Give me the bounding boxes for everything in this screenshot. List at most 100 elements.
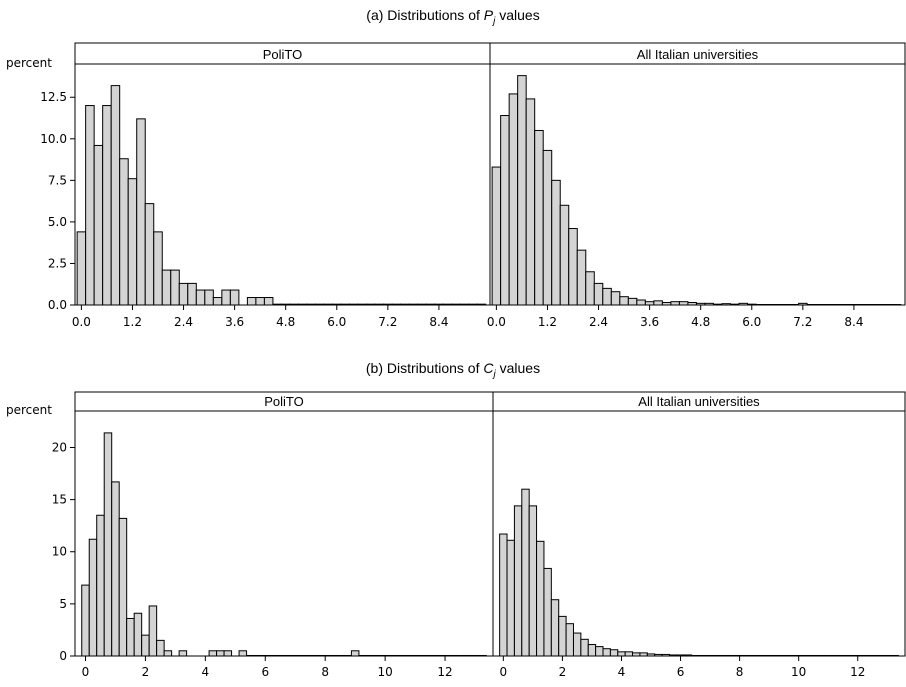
x-tick-label: 3.6 [640, 315, 659, 329]
x-tick-label: 8.4 [429, 315, 448, 329]
y-axis-label: percent [6, 56, 52, 70]
histogram-bar [609, 649, 619, 657]
panel-polito: PoliTO 0.0 1.2 2.4 3.6 4.8 6.0 7.2 8.4 [72, 42, 491, 329]
y-tick-label: 12.5 [40, 90, 67, 104]
histogram-bar [500, 115, 510, 306]
histogram-bar [255, 297, 265, 306]
panel-frame [489, 63, 906, 306]
histogram-bar [156, 639, 165, 657]
x-tick-label: 0.0 [72, 315, 91, 329]
y-tick-label: 15 [52, 493, 67, 507]
histogram-bar [221, 289, 231, 306]
histogram-bar [178, 282, 189, 306]
x-tick-label: 10 [791, 665, 806, 679]
histogram-bar [624, 651, 634, 657]
x-tick-label: 0 [500, 665, 508, 679]
strip-label: PoliTO [264, 394, 304, 409]
histogram-bar [170, 269, 180, 306]
y-tick-label: 10.0 [40, 132, 67, 146]
histogram-bar [506, 539, 515, 657]
histogram-bar [587, 644, 597, 657]
histogram-bar [602, 287, 612, 306]
histogram-bar [246, 297, 257, 306]
histogram-bar [88, 538, 98, 657]
strip-label: All Italian universities [638, 394, 760, 409]
y-tick-label: 10 [52, 545, 67, 559]
x-tick-label: 2 [142, 665, 150, 679]
histogram-bar [543, 567, 552, 657]
x-tick-label: 4 [618, 665, 626, 679]
histogram-bar [350, 650, 360, 657]
x-tick-label: 8 [321, 665, 329, 679]
histogram-bar [559, 204, 570, 306]
strip-label: All Italian universities [637, 47, 759, 62]
histogram-bar [617, 651, 626, 657]
chart-title-variable: P [484, 7, 494, 23]
histogram-bar [558, 615, 567, 657]
x-tick-label: 12 [850, 665, 865, 679]
chart-a: (a) Distributions of Pj values percent 0.0… [6, 7, 906, 329]
histogram-bar [491, 166, 502, 306]
histogram-bar [542, 149, 553, 306]
panel-polito: PoliTO 0 2 4 6 8 10 12 [74, 391, 494, 679]
chart-title-prefix: (a) Distributions of [366, 7, 483, 23]
x-tick-label: 7.2 [793, 315, 812, 329]
histogram-bar [602, 648, 611, 657]
y-tick-label: 0 [59, 649, 67, 663]
histogram-bar [534, 129, 544, 306]
histogram-bar [576, 249, 587, 306]
histogram-bar [102, 105, 112, 306]
x-tick-label: 6.0 [742, 315, 761, 329]
histogram-bar [136, 118, 146, 306]
chart-title-suffix: values [496, 360, 540, 376]
y-tick-label: 0.0 [48, 298, 67, 312]
chart-title-variable: C [483, 360, 494, 376]
histogram-bar [144, 203, 155, 306]
histogram-bar [127, 178, 138, 306]
histogram-bar [161, 269, 172, 306]
histogram-bar [653, 300, 663, 306]
histogram-bar [81, 584, 90, 657]
histogram-bar [118, 517, 128, 657]
y-tick-label: 5 [59, 597, 67, 611]
x-tick-label: 2.4 [589, 315, 608, 329]
histogram-bar [551, 179, 561, 306]
x-tick-label: 10 [377, 665, 392, 679]
histogram-bar [126, 617, 135, 657]
histogram-bar [585, 271, 595, 306]
x-tick-label: 0.0 [487, 315, 506, 329]
histogram-bar [619, 296, 629, 306]
x-tick-label: 4 [202, 665, 210, 679]
histogram-bar [96, 514, 105, 657]
chart-title-subscript: j [491, 16, 496, 27]
chart-title: (a) Distributions of Pj values [366, 7, 539, 27]
chart-title-suffix: values [495, 7, 539, 23]
histogram-bar [627, 297, 638, 306]
histogram-bar [528, 505, 538, 657]
x-tick-label: 0 [82, 665, 90, 679]
y-tick-label: 7.5 [48, 173, 67, 187]
histogram-bar [216, 650, 225, 657]
histogram-bar [610, 291, 621, 306]
chart-title-subscript: j [492, 369, 497, 380]
histogram-bar [204, 289, 214, 306]
histogram-bar [110, 85, 121, 306]
y-axis-label: percent [6, 403, 52, 417]
x-tick-label: 6 [677, 665, 685, 679]
histogram-bar [103, 432, 113, 657]
histogram-bar [593, 282, 604, 306]
histogram-bar [508, 93, 519, 306]
histogram-bar [536, 540, 545, 657]
histogram-bar [229, 289, 240, 306]
histogram-bar [513, 505, 523, 657]
histogram-bar [111, 481, 120, 657]
histogram-bar [636, 299, 646, 306]
histogram-bar [499, 533, 508, 657]
x-tick-label: 6.0 [327, 315, 346, 329]
strip-label: PoliTO [263, 47, 303, 62]
x-tick-label: 2.4 [174, 315, 193, 329]
x-tick-label: 7.2 [378, 315, 397, 329]
chart-title: (b) Distributions of Cj values [366, 360, 540, 380]
histogram-bar [521, 488, 530, 657]
